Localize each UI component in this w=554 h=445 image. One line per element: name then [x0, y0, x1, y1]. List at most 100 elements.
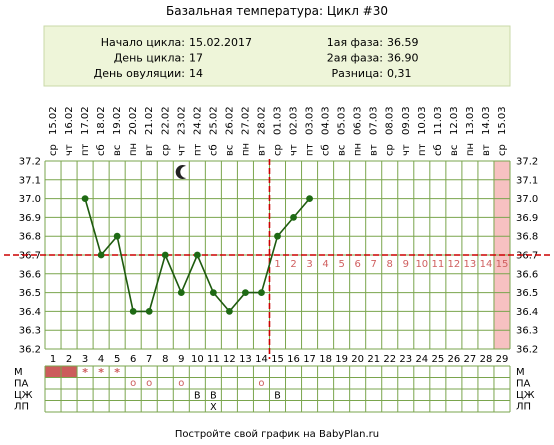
temperature-point[interactable] — [145, 308, 153, 315]
info-left-value: 15.02.2017 — [189, 36, 252, 49]
weekday-label: чт — [176, 144, 187, 156]
temperature-point[interactable] — [97, 251, 105, 259]
y-tick-right: 36.8 — [516, 232, 538, 243]
weekday-label: сб — [96, 144, 107, 156]
y-tick-left: 37.1 — [19, 175, 41, 186]
day-number: 26 — [448, 354, 461, 365]
date-header: 15.02 ср 16.02 чт 17.02 пт 18.02 сб 19.02 вс 20.02… — [48, 106, 508, 156]
date-label: 06.03 — [353, 106, 364, 135]
phase2-day-number: 9 — [403, 259, 409, 270]
day-number: 16 — [287, 354, 300, 365]
temperature-point[interactable] — [113, 232, 121, 240]
phase2-day-number: 11 — [431, 259, 444, 270]
weekday-label: пт — [417, 143, 428, 156]
y-tick-right: 36.5 — [516, 288, 538, 299]
y-tick-right: 37.2 — [516, 157, 538, 168]
intercourse-mark: o — [178, 378, 184, 389]
day-number: 11 — [207, 354, 220, 365]
phase2-day-number: 1 — [274, 259, 280, 270]
weekday-label: вт — [481, 144, 492, 156]
chart-title: Базальная температура: Цикл #30 — [166, 4, 388, 18]
day-number: 24 — [415, 354, 428, 365]
date-label: 05.03 — [337, 106, 348, 135]
plot-area: 36.2 36.2 36.3 36.3 36.4 36.4 36.5 36.5 36.6 36.6… — [4, 157, 550, 365]
temperature-point[interactable] — [274, 232, 281, 240]
date-label: 25.02 — [208, 106, 219, 135]
weekday-label: сб — [433, 144, 444, 156]
weekday-label: чт — [289, 144, 300, 156]
day-number: 25 — [431, 354, 444, 365]
phase2-day-number: 15 — [496, 259, 509, 270]
y-tick-right: 36.9 — [516, 213, 538, 224]
y-tick-left: 37.0 — [19, 194, 41, 205]
date-label: 12.03 — [449, 106, 460, 135]
date-label: 11.03 — [433, 106, 444, 135]
day-number: 29 — [496, 354, 509, 365]
day-number: 17 — [303, 354, 316, 365]
observation-table: М М* * *ПА ПАo o o oЦЖ ЦЖB B BЛП ЛПX — [14, 365, 535, 413]
temperature-point[interactable] — [177, 289, 185, 296]
date-label: 02.03 — [289, 106, 300, 135]
y-tick-left: 36.2 — [19, 345, 41, 356]
date-label: 23.02 — [176, 106, 187, 135]
table-row-label-left: М — [14, 367, 23, 378]
day-number: 2 — [66, 354, 72, 365]
intercourse-mark: o — [258, 378, 264, 389]
day-number: 27 — [464, 354, 477, 365]
temperature-point[interactable] — [129, 308, 137, 315]
spotting-mark: * — [98, 366, 104, 379]
footer-text[interactable]: Постройте свой график на BabyPlan.ru — [175, 429, 379, 440]
table-row-label-right: ЛП — [516, 402, 531, 413]
temperature-point[interactable] — [258, 289, 265, 296]
date-label: 20.02 — [128, 106, 139, 135]
date-label: 15.03 — [497, 106, 508, 135]
table-row-label-right: М — [516, 367, 525, 378]
day-number: 12 — [223, 354, 236, 365]
weekday-label: ср — [160, 144, 171, 156]
weekday-label: пт — [305, 143, 316, 156]
y-tick-right: 37.1 — [516, 175, 538, 186]
temperature-point[interactable] — [225, 308, 233, 315]
date-label: 01.03 — [273, 106, 284, 135]
temperature-point[interactable] — [161, 251, 169, 259]
info-left-label: День цикла: — [114, 52, 185, 65]
y-tick-left: 36.9 — [19, 213, 41, 224]
info-left-label: День овуляции: — [94, 67, 185, 80]
info-panel — [43, 25, 511, 87]
info-right-label: Разница: — [332, 67, 384, 80]
date-label: 03.03 — [305, 106, 316, 135]
temperature-point[interactable] — [209, 289, 217, 296]
day-number: 7 — [146, 354, 152, 365]
temperature-point[interactable] — [81, 195, 89, 203]
y-tick-right: 36.6 — [516, 269, 538, 280]
table-row-label-left: ПА — [14, 379, 29, 390]
temperature-point[interactable] — [306, 195, 313, 203]
date-label: 22.02 — [160, 106, 171, 135]
day-number: 28 — [480, 354, 493, 365]
temperature-point[interactable] — [193, 251, 201, 259]
date-label: 21.02 — [144, 106, 155, 135]
temperature-point[interactable] — [242, 289, 249, 296]
phase2-day-number: 4 — [322, 259, 328, 270]
phase2-day-number: 10 — [415, 259, 428, 270]
date-label: 15.02 — [48, 106, 59, 135]
day-number: 19 — [335, 354, 348, 365]
weekday-label: ср — [273, 144, 284, 156]
weekday-label: вт — [256, 144, 267, 156]
phase2-day-number: 13 — [464, 259, 477, 270]
table-row-label-left: ЛП — [14, 402, 29, 413]
date-label: 13.03 — [465, 106, 476, 135]
temperature-point[interactable] — [290, 214, 297, 221]
day-number: 18 — [319, 354, 332, 365]
phase2-day-number: 3 — [306, 259, 312, 270]
info-left-value: 14 — [189, 67, 203, 80]
y-tick-right: 36.7 — [516, 251, 538, 262]
y-tick-left: 37.2 — [19, 157, 41, 168]
weekday-label: сб — [321, 144, 332, 156]
date-label: 08.03 — [385, 106, 396, 135]
date-label: 24.02 — [192, 106, 203, 135]
day-number: 22 — [383, 354, 396, 365]
day-number: 20 — [351, 354, 364, 365]
day-number: 9 — [178, 354, 184, 365]
